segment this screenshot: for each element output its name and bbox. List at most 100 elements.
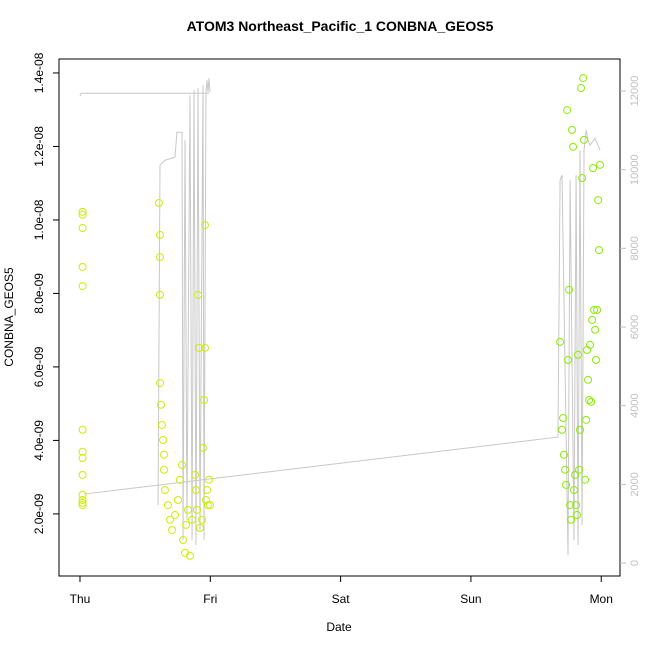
- data-point: [577, 84, 586, 93]
- data-point: [580, 135, 589, 144]
- data-point: [155, 253, 164, 262]
- x-tick-label: Sun: [460, 592, 481, 606]
- data-point: [559, 450, 568, 459]
- y-tick-label: 6.0e-09: [32, 346, 46, 387]
- chart-title: ATOM3 Northeast_Pacific_1 CONBNA_GEOS5: [187, 18, 494, 34]
- y2-tick-label: 6000: [629, 315, 641, 339]
- data-point: [585, 395, 594, 404]
- data-point: [173, 495, 182, 504]
- data-point: [569, 486, 578, 495]
- y-tick-label: 2.0e-09: [32, 493, 46, 534]
- altitude-line: [79, 78, 601, 556]
- data-point: [78, 224, 87, 233]
- data-point: [78, 447, 87, 456]
- data-point: [579, 74, 588, 83]
- data-point: [575, 425, 584, 434]
- data-point: [78, 490, 87, 499]
- y2-tick-label: 0: [629, 560, 641, 566]
- data-point: [589, 164, 598, 173]
- data-point: [197, 515, 206, 524]
- data-point: [191, 486, 200, 495]
- y-tick-label: 1.0e-08: [32, 199, 46, 240]
- data-point: [200, 395, 209, 404]
- x-tick-label: Sat: [332, 592, 351, 606]
- data-point: [594, 196, 603, 205]
- data-point: [595, 246, 604, 255]
- data-point: [590, 305, 599, 314]
- plot-frame: [58, 58, 621, 577]
- data-point: [201, 495, 210, 504]
- data-point: [78, 454, 87, 463]
- data-point: [191, 470, 200, 479]
- data-point: [78, 470, 87, 479]
- data-point: [195, 523, 204, 532]
- data-point: [78, 495, 87, 504]
- data-point: [596, 160, 605, 169]
- data-point: [558, 425, 567, 434]
- data-point: [556, 337, 565, 346]
- data-point: [188, 515, 197, 524]
- y2-tick-label: 4000: [629, 393, 641, 417]
- data-point: [182, 520, 191, 529]
- data-point: [206, 501, 215, 510]
- data-point: [167, 526, 176, 535]
- data-point: [158, 436, 167, 445]
- data-point: [185, 551, 194, 560]
- data-point: [198, 443, 207, 452]
- data-point: [157, 420, 166, 429]
- y-tick-label: 1.4e-08: [32, 52, 46, 93]
- data-point: [78, 425, 87, 434]
- data-point: [178, 461, 187, 470]
- data-point: [194, 290, 203, 299]
- data-point: [184, 505, 193, 514]
- data-point: [193, 505, 202, 514]
- y2-tick-label: 8000: [629, 236, 641, 260]
- data-point: [78, 262, 87, 271]
- data-point: [591, 325, 600, 334]
- y2-tick-label: 2000: [629, 472, 641, 496]
- data-point: [78, 498, 87, 507]
- data-point: [175, 475, 184, 484]
- data-point: [561, 465, 570, 474]
- data-point: [572, 501, 581, 510]
- y-tick-label: 8.0e-09: [32, 273, 46, 314]
- x-tick-label: Mon: [590, 592, 613, 606]
- y-tick-label: 4.0e-09: [32, 420, 46, 461]
- data-point: [564, 355, 573, 364]
- x-axis-label: Date: [326, 620, 352, 634]
- data-point: [562, 480, 571, 489]
- data-point: [565, 285, 574, 294]
- data-point: [559, 413, 568, 422]
- data-point: [163, 501, 172, 510]
- data-point: [78, 282, 87, 291]
- data-point: [154, 199, 163, 208]
- data-point: [157, 400, 166, 409]
- data-point: [574, 350, 583, 359]
- data-point: [160, 486, 169, 495]
- data-point: [203, 501, 212, 510]
- data-point: [587, 397, 596, 406]
- data-point: [584, 375, 593, 384]
- data-point: [200, 221, 209, 230]
- data-point: [592, 355, 601, 364]
- data-point: [179, 535, 188, 544]
- x-tick-label: Fri: [203, 592, 217, 606]
- data-point: [566, 501, 575, 510]
- data-point: [155, 290, 164, 299]
- y2-tick-label: 12000: [629, 76, 641, 107]
- data-point: [572, 511, 581, 520]
- data-point: [571, 470, 580, 479]
- data-point: [200, 343, 209, 352]
- data-point: [578, 174, 587, 183]
- y2-tick-label: 10000: [629, 154, 641, 185]
- data-point: [160, 465, 169, 474]
- data-point: [203, 486, 212, 495]
- data-point: [170, 511, 179, 520]
- data-point: [166, 515, 175, 524]
- data-point: [155, 231, 164, 240]
- x-tick-label: Thu: [70, 592, 91, 606]
- data-point: [581, 475, 590, 484]
- data-point: [78, 210, 87, 219]
